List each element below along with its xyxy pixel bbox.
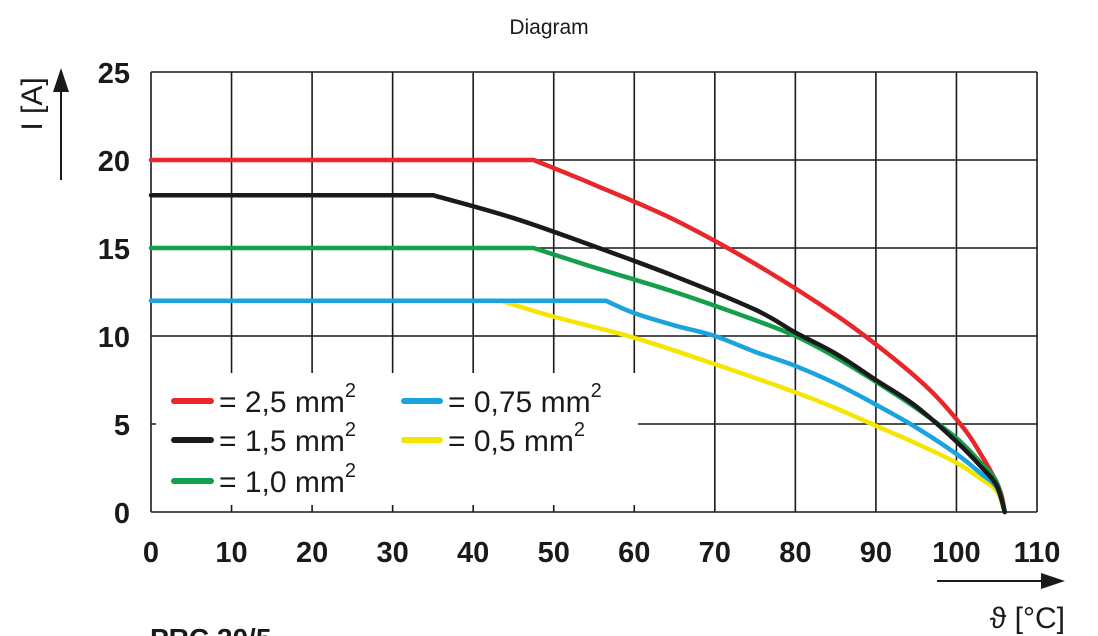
diagram-title: Diagram — [509, 16, 588, 39]
x-tick-label: 20 — [296, 537, 328, 569]
x-tick-label: 40 — [457, 537, 489, 569]
x-axis-label: ϑ [°C] — [990, 602, 1065, 635]
x-tick-label: 60 — [618, 537, 650, 569]
x-tick-label: 30 — [377, 537, 409, 569]
series-line-1-5mm — [148, 192, 1008, 515]
legend: = 2,5 mm2 = 1,5 mm2 = 1,0 mm2 = 0,75 mm2… — [156, 373, 638, 505]
series-line-0-5mm — [148, 298, 1008, 515]
series-lines — [148, 157, 1008, 515]
x-tick-label: 50 — [538, 537, 570, 569]
legend-label-2-5mm: = 2,5 mm2 — [219, 380, 356, 419]
series-line-0-75mm — [148, 298, 1008, 515]
x-tick-label: 10 — [215, 537, 247, 569]
x-tick-label: 90 — [860, 537, 892, 569]
legend-label-0-75mm: = 0,75 mm2 — [448, 380, 602, 419]
product-label: PRC 20/5 — [150, 623, 271, 636]
legend-background — [156, 373, 638, 505]
y-axis-label: I [A] — [16, 77, 49, 130]
y-tick-label: 0 — [114, 498, 130, 530]
y-tick-label: 20 — [98, 146, 130, 178]
y-tick-label: 25 — [98, 58, 130, 90]
y-tick-label: 5 — [114, 410, 130, 442]
y-tick-label: 10 — [98, 322, 130, 354]
legend-label-1-0mm: = 1,0 mm2 — [219, 460, 356, 499]
y-axis-arrow-head — [53, 68, 69, 92]
x-tick-label: 110 — [1014, 537, 1061, 569]
x-tick-label: 70 — [699, 537, 731, 569]
series-line-1-0mm — [148, 245, 1008, 515]
legend-label-1-5mm: = 1,5 mm2 — [219, 419, 356, 458]
x-tick-label: 0 — [143, 537, 159, 569]
y-tick-labels: 0 5 10 15 20 25 — [98, 58, 130, 530]
x-tick-labels: 0 10 20 30 40 50 60 70 80 90 100 110 — [143, 537, 1060, 569]
x-tick-label: 80 — [779, 537, 811, 569]
x-axis-arrow-head — [1041, 573, 1065, 589]
y-tick-label: 15 — [98, 234, 130, 266]
x-tick-label: 100 — [932, 537, 980, 569]
legend-label-0-5mm: = 0,5 mm2 — [448, 419, 585, 458]
